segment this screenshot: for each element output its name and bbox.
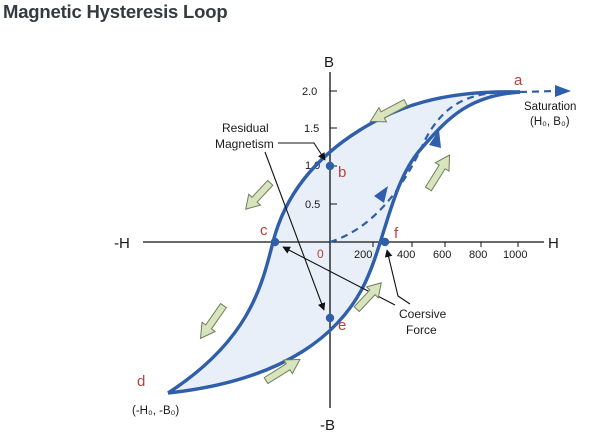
direction-arrow-right	[424, 154, 451, 192]
page-title: Magnetic Hysteresis Loop	[3, 1, 228, 22]
origin-label: 0	[317, 247, 324, 261]
direction-arrow-bottom	[263, 358, 301, 385]
y-tick-label: 2.0	[302, 86, 317, 98]
point-a-label: a	[514, 72, 523, 89]
point-e-label: e	[338, 317, 346, 334]
direction-arrow-lower-right	[353, 282, 382, 313]
y-tick-label: 0.5	[305, 199, 320, 211]
initial-magnetization-curve	[329, 90, 509, 244]
direction-arrow-upper-left	[245, 179, 274, 210]
x-tick-label: 800	[469, 249, 487, 261]
point-f-marker	[380, 237, 390, 247]
b-axis-label: B	[324, 54, 334, 71]
saturation-arrowhead	[555, 85, 571, 97]
saturation-label: Saturation	[524, 101, 576, 113]
h-axis-label: H	[548, 235, 559, 252]
x-ticks	[372, 242, 519, 247]
direction-arrows	[199, 98, 451, 385]
x-tick-label: 1000	[503, 249, 527, 261]
point-c-label: c	[260, 222, 268, 239]
neg-b-axis-label: -B	[320, 417, 335, 434]
neg-h-axis-label: -H	[114, 235, 130, 252]
point-f-label: f	[394, 225, 399, 242]
point-c-marker	[270, 237, 280, 247]
loop-descending-branch	[167, 90, 521, 395]
negative-saturation-label: (-H₀, -B₀)	[132, 405, 179, 417]
point-e-marker	[325, 313, 335, 323]
magnetism-label: Magnetism	[215, 137, 274, 151]
dashed-curve-arrowhead	[374, 186, 388, 203]
residual-label: Residual	[222, 121, 269, 135]
direction-arrow-left	[199, 302, 228, 340]
residual-pointers	[264, 142, 326, 311]
direction-arrow-top	[369, 98, 408, 123]
dashed-curve-arrowhead	[429, 130, 441, 148]
saturation-extension	[519, 89, 557, 94]
x-tick-label: 200	[354, 249, 372, 261]
coersive-label: Coersive	[399, 307, 447, 321]
y-tick-label: 1.5	[304, 123, 319, 135]
saturation-coordinates: (H₀, B₀)	[530, 116, 570, 128]
x-tick-label: 400	[397, 249, 415, 261]
point-d-label: d	[137, 373, 145, 390]
force-label: Force	[406, 323, 437, 337]
x-tick-label: 600	[433, 249, 451, 261]
point-b-label: b	[338, 164, 346, 181]
point-b-marker	[325, 161, 335, 171]
